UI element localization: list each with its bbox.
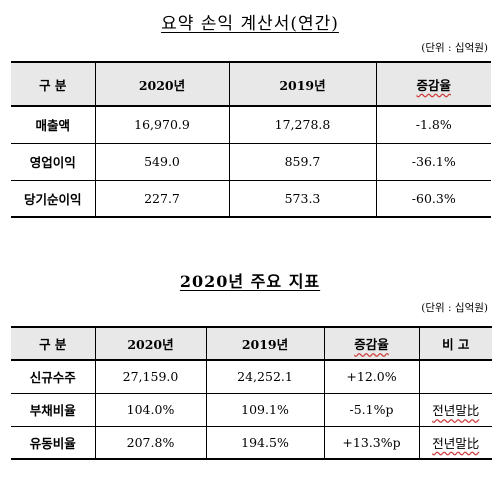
row-label: 유동비율: [11, 425, 96, 460]
header-change: 증감율: [323, 326, 420, 361]
table-row: 부채비율 104.0% 109.1% -5.1%p 전년말比: [11, 392, 492, 427]
cell-note: 전년말比: [418, 425, 492, 460]
header-2020: 2020년: [94, 326, 207, 361]
cell-2020: 207.8%: [94, 425, 207, 460]
cell-2019: 17,278.8: [228, 105, 377, 144]
cell-2020: 227.7: [94, 179, 230, 218]
income-statement-unit: (단위 : 십억원): [421, 42, 488, 54]
cell-2020: 27,159.0: [94, 359, 207, 394]
header-change-text: 증감율: [354, 337, 389, 352]
table-row: 영업이익 549.0 859.7 -36.1%: [11, 142, 491, 181]
header-2020: 2020년: [94, 61, 230, 107]
income-statement-title: 요약 손익 계산서(연간): [0, 9, 500, 34]
cell-2020: 16,970.9: [94, 105, 230, 144]
header-category: 구 분: [11, 61, 96, 107]
cell-change: -60.3%: [375, 179, 491, 218]
table-row: 신규수주 27,159.0 24,252.1 +12.0%: [11, 359, 492, 394]
cell-change: +12.0%: [323, 359, 420, 394]
row-label: 매출액: [11, 105, 96, 144]
cell-change: -1.8%: [375, 105, 491, 144]
cell-2020: 549.0: [94, 142, 230, 181]
table-header-row: 구 분 2020년 2019년 증감율: [11, 61, 491, 107]
row-label: 부채비율: [11, 392, 96, 427]
income-statement-title-text: 요약 손익 계산서(연간): [161, 14, 339, 34]
key-indicators-table: 구 분 2020년 2019년 증감율 비 고 신규수주 27,159.0 24…: [11, 326, 492, 460]
table-header-row: 구 분 2020년 2019년 증감율 비 고: [11, 326, 492, 361]
cell-change: -5.1%p: [323, 392, 420, 427]
row-label: 신규수주: [11, 359, 96, 394]
table-row: 유동비율 207.8% 194.5% +13.3%p 전년말比: [11, 425, 492, 460]
header-note: 비 고: [418, 326, 492, 361]
cell-change: -36.1%: [375, 142, 491, 181]
cell-note: 전년말比: [418, 392, 492, 427]
cell-2019: 573.3: [228, 179, 377, 218]
key-indicators-title: 2020년 주요 지표: [0, 268, 500, 292]
cell-note-text: 전년말比: [432, 403, 480, 418]
table-row: 매출액 16,970.9 17,278.8 -1.8%: [11, 105, 491, 144]
table-row: 당기순이익 227.7 573.3 -60.3%: [11, 179, 491, 218]
cell-2020: 104.0%: [94, 392, 207, 427]
key-indicators-unit: (단위 : 십억원): [421, 302, 488, 314]
cell-2019: 24,252.1: [205, 359, 325, 394]
header-category: 구 분: [11, 326, 96, 361]
key-indicators-title-text: 2020년 주요 지표: [179, 272, 321, 291]
cell-note: [418, 359, 492, 394]
cell-2019: 194.5%: [205, 425, 325, 460]
cell-change: +13.3%p: [323, 425, 420, 460]
header-change: 증감율: [375, 61, 491, 107]
header-2019: 2019년: [205, 326, 325, 361]
cell-2019: 109.1%: [205, 392, 325, 427]
row-label: 영업이익: [11, 142, 96, 181]
cell-note-text: 전년말比: [432, 435, 480, 451]
income-statement-table: 구 분 2020년 2019년 증감율 매출액 16,970.9 17,278.…: [11, 61, 491, 218]
header-change-text: 증감율: [416, 77, 451, 93]
header-2019: 2019년: [228, 61, 377, 107]
cell-2019: 859.7: [228, 142, 377, 181]
row-label: 당기순이익: [11, 179, 96, 218]
